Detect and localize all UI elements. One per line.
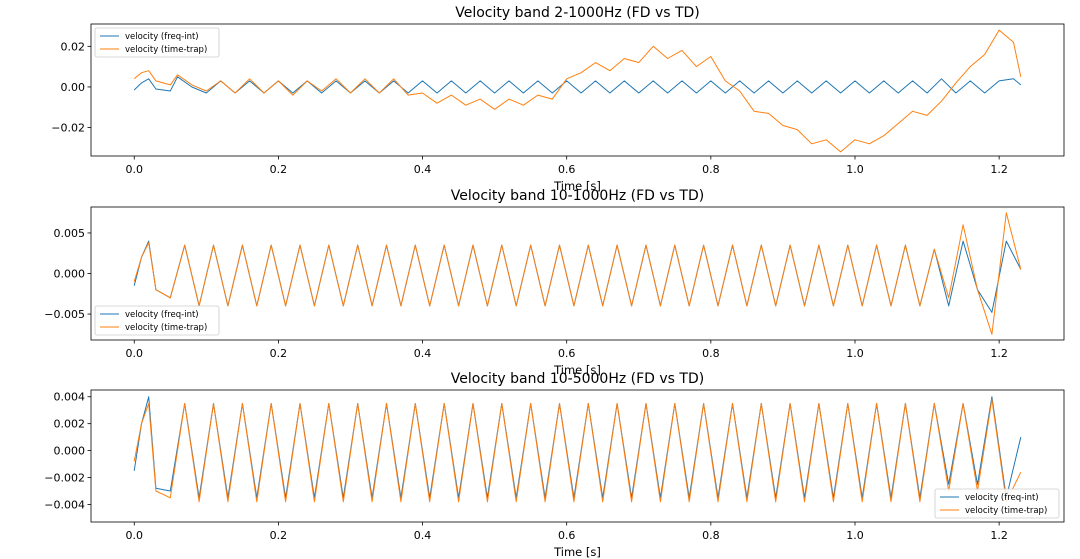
axes-frame <box>90 23 1065 157</box>
y-tick-label: 0.005 <box>54 227 86 240</box>
legend-entry: velocity (freq-int) <box>125 310 199 320</box>
x-tick-label: 0.4 <box>414 163 432 176</box>
legend-entry: velocity (time-trap) <box>125 323 207 333</box>
x-tick-label: 0.0 <box>125 347 143 360</box>
legend-box <box>934 488 1060 519</box>
series-line-2 <box>133 398 1022 503</box>
x-axis-label: Time [s] <box>553 545 601 559</box>
series-line-2 <box>133 29 1022 153</box>
chart-panel-1: 0.0 0.2 0.4 0.6 0.8 1.0 1.2 −0.02 0.00 0.02 Veloci… <box>51 5 1065 193</box>
chart-panel-3: 0.0 0.2 0.4 0.6 0.8 1.0 1.2 −0.004 −0.002 0.000 0.… <box>44 371 1065 559</box>
x-tick-label: 0.2 <box>270 529 288 542</box>
y-tick-label: 0.000 <box>54 445 86 458</box>
series-line-1 <box>133 240 1022 313</box>
x-tick-label: 0.4 <box>414 529 432 542</box>
y-tick-label: −0.004 <box>44 498 85 511</box>
x-tick-label: 0.0 <box>125 163 143 176</box>
legend-entry: velocity (freq-int) <box>125 32 199 42</box>
x-tick-label: 1.0 <box>846 163 864 176</box>
x-tick-label: 0.8 <box>702 163 720 176</box>
x-axis-label: Time [s] <box>553 363 601 377</box>
y-tick-label: 0.002 <box>54 418 86 431</box>
chart-title: Velocity band 2-1000Hz (FD vs TD) <box>455 5 700 21</box>
y-tick-label: −0.02 <box>51 122 85 135</box>
axes-frame <box>90 206 1065 341</box>
legend-entry: velocity (time-trap) <box>125 45 207 55</box>
x-tick-label: 0.2 <box>270 347 288 360</box>
legend-entry: velocity (freq-int) <box>965 493 1039 503</box>
x-tick-label: 0.4 <box>414 347 432 360</box>
x-tick-label: 0.6 <box>558 347 576 360</box>
legend: velocity (freq-int) velocity (time-trap) <box>94 27 220 58</box>
axes-frame <box>90 389 1065 523</box>
legend-entry: velocity (time-trap) <box>965 506 1047 516</box>
y-tick-label: 0.02 <box>61 40 86 53</box>
x-axis-label: Time [s] <box>553 179 601 193</box>
x-tick-label: 1.0 <box>846 347 864 360</box>
x-tick-label: 0.2 <box>270 163 288 176</box>
chart-panel-2: 0.0 0.2 0.4 0.6 0.8 1.0 1.2 −0.005 0.000 0.005 Vel… <box>44 188 1065 377</box>
y-tick-label: 0.004 <box>54 391 86 404</box>
x-tick-label: 0.0 <box>125 529 143 542</box>
legend: velocity (freq-int) velocity (time-trap) <box>94 305 220 336</box>
chart-title: Velocity band 10-5000Hz (FD vs TD) <box>451 371 704 387</box>
x-tick-label: 0.6 <box>558 163 576 176</box>
y-tick-label: −0.002 <box>44 472 85 485</box>
x-tick-label: 1.2 <box>990 529 1008 542</box>
x-tick-label: 1.2 <box>990 347 1008 360</box>
legend-box <box>94 305 220 336</box>
x-tick-label: 0.8 <box>702 347 720 360</box>
x-tick-label: 1.2 <box>990 163 1008 176</box>
y-tick-label: −0.005 <box>44 308 85 321</box>
legend: velocity (freq-int) velocity (time-trap) <box>934 488 1060 519</box>
y-tick-label: 0.00 <box>61 81 86 94</box>
x-tick-label: 0.8 <box>702 529 720 542</box>
legend-box <box>94 27 220 58</box>
chart-title: Velocity band 10-1000Hz (FD vs TD) <box>451 188 704 204</box>
x-tick-label: 1.0 <box>846 529 864 542</box>
y-tick-label: 0.000 <box>54 268 86 281</box>
x-tick-label: 0.6 <box>558 529 576 542</box>
series-line-2 <box>133 212 1022 335</box>
